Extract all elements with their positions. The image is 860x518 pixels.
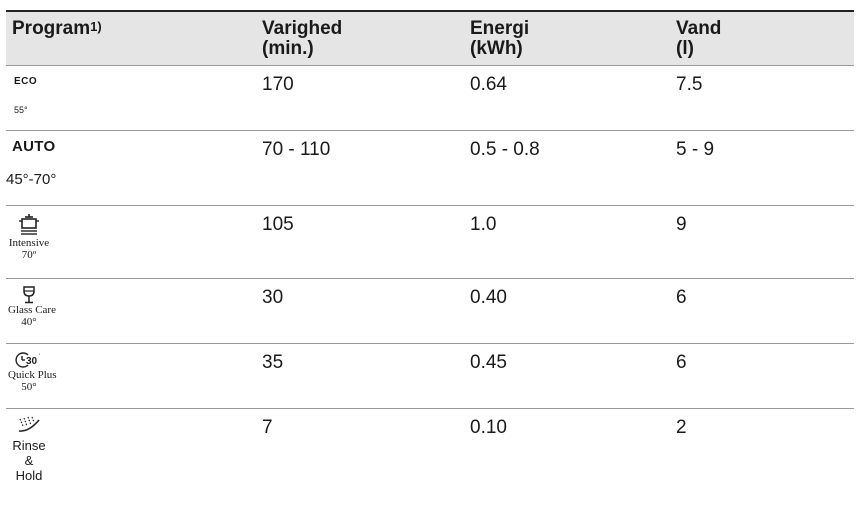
water-cell: 6 xyxy=(670,278,854,344)
water-cell: 2 xyxy=(670,408,854,483)
header-duration-label: Varighed xyxy=(262,18,343,39)
header-program: Program1) xyxy=(6,10,256,66)
svg-text:30: 30 xyxy=(26,356,38,367)
water-cell: 9 xyxy=(670,205,854,279)
water-cell: 7.5 xyxy=(670,65,854,131)
header-energy-label: Energi xyxy=(470,18,530,39)
program-cell: Intensive 70º xyxy=(6,205,256,279)
header-water: Vand (l) xyxy=(670,10,854,66)
svg-text:': ' xyxy=(39,354,40,360)
glass-care-temperature: 40° xyxy=(21,316,37,328)
program-table: Program1) Varighed (min.) Energi (kWh) Van… xyxy=(6,10,854,483)
header-energy-unit: (kWh) xyxy=(470,38,523,59)
table-row: AUTO 45°-70° 70 - 110 0.5 - 0.8 5 - 9 xyxy=(6,130,854,206)
program-cell: 30 ' Quick Plus 50° xyxy=(6,343,256,409)
glass-care-label: Glass Care xyxy=(8,304,56,316)
program-cell: AUTO 45°-70° xyxy=(6,130,256,206)
header-water-unit: (l) xyxy=(676,38,694,59)
energy-cell: 0.64 xyxy=(464,65,670,131)
rinse-spray-icon xyxy=(18,416,40,432)
eco-temperature: 55° xyxy=(14,105,28,115)
energy-cell: 0.10 xyxy=(464,408,670,483)
pot-icon xyxy=(19,214,39,235)
table-header-row: Program1) Varighed (min.) Energi (kWh) Van… xyxy=(6,10,854,66)
program-cell: ECO 55° xyxy=(6,65,256,131)
duration-cell: 35 xyxy=(256,343,464,409)
program-cell: Rinse & Hold xyxy=(6,408,256,483)
table-row: 30 ' Quick Plus 50° 35 0.45 6 xyxy=(6,343,854,409)
table-row: Intensive 70º 105 1.0 9 xyxy=(6,205,854,279)
duration-cell: 30 xyxy=(256,278,464,344)
header-program-label: Program xyxy=(12,18,91,39)
duration-cell: 170 xyxy=(256,65,464,131)
rinse-hold-label-line2: Hold xyxy=(15,468,43,483)
table-row: ECO 55° 170 0.64 7.5 xyxy=(6,65,854,131)
water-cell: 5 - 9 xyxy=(670,130,854,206)
energy-cell: 1.0 xyxy=(464,205,670,279)
eco-program-label: ECO xyxy=(14,76,38,87)
auto-program-label: AUTO xyxy=(12,138,56,155)
quick-plus-label: Quick Plus xyxy=(8,369,57,381)
intensive-label: Intensive xyxy=(8,237,50,249)
footnote-marker: 1) xyxy=(90,19,102,34)
header-duration: Varighed (min.) xyxy=(256,10,464,66)
header-duration-unit: (min.) xyxy=(262,38,314,59)
header-energy: Energi (kWh) xyxy=(464,10,670,66)
quick-plus-program: 30 ' Quick Plus 50° xyxy=(8,351,57,393)
glass-care-program: Glass Care 40° xyxy=(8,286,56,328)
quick-plus-temperature: 50° xyxy=(21,381,37,393)
table-row: Rinse & Hold 7 0.10 2 xyxy=(6,408,854,483)
intensive-temperature: 70º xyxy=(21,249,37,261)
header-water-label: Vand xyxy=(676,18,722,39)
energy-cell: 0.5 - 0.8 xyxy=(464,130,670,206)
clock-30-icon: 30 ' xyxy=(15,352,40,368)
duration-cell: 7 xyxy=(256,408,464,483)
auto-temperature: 45°-70° xyxy=(6,171,57,188)
intensive-program: Intensive 70º xyxy=(8,213,50,261)
rinse-hold-label-line1: Rinse & xyxy=(12,438,46,468)
duration-cell: 70 - 110 xyxy=(256,130,464,206)
table-row: Glass Care 40° 30 0.40 6 xyxy=(6,278,854,344)
duration-cell: 105 xyxy=(256,205,464,279)
program-cell: Glass Care 40° xyxy=(6,278,256,344)
water-cell: 6 xyxy=(670,343,854,409)
rinse-hold-program: Rinse & Hold xyxy=(8,416,50,483)
energy-cell: 0.40 xyxy=(464,278,670,344)
energy-cell: 0.45 xyxy=(464,343,670,409)
wine-glass-icon xyxy=(23,286,35,304)
